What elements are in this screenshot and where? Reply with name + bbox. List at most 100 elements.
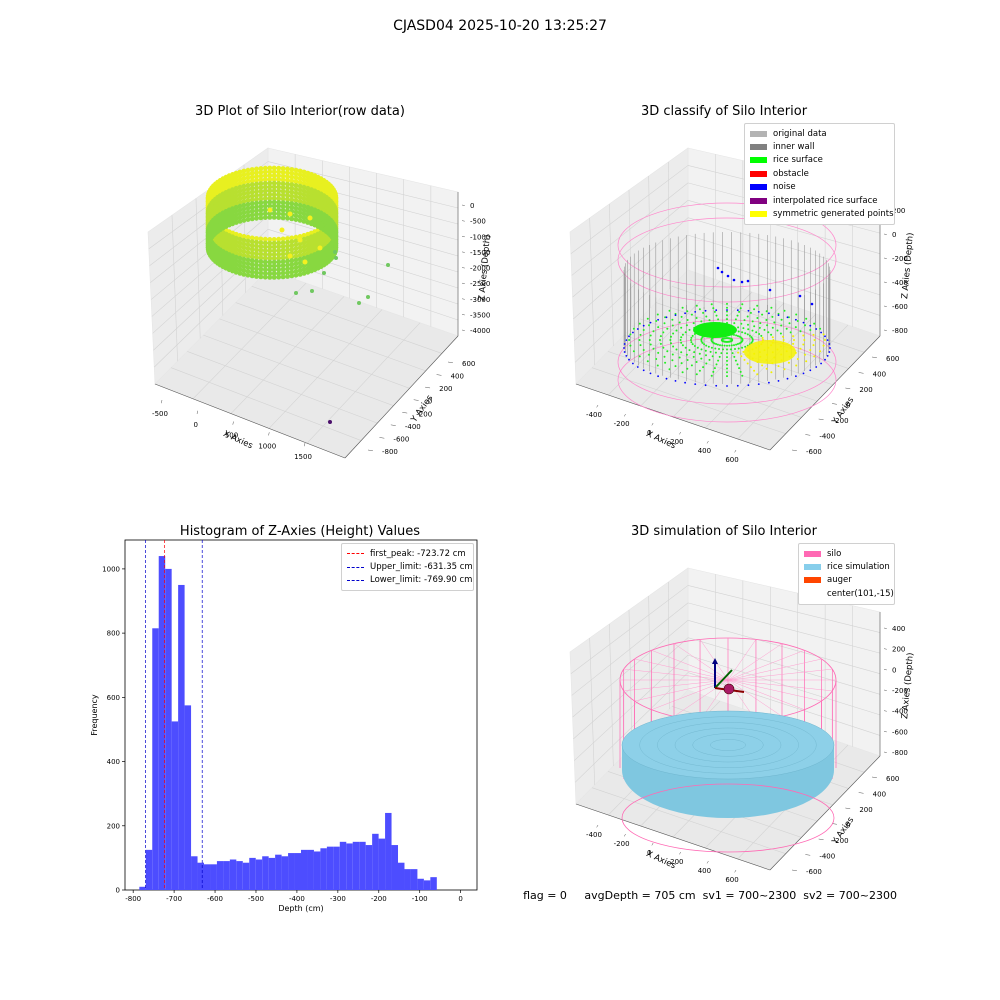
raw-point	[233, 197, 239, 203]
classify-rice-point	[655, 320, 658, 322]
raw-point	[245, 167, 251, 173]
histogram-bar	[346, 843, 353, 890]
simulation-y-tick	[818, 838, 824, 841]
classify-rice-point	[717, 318, 720, 321]
raw-point	[262, 240, 268, 246]
raw-point	[237, 233, 243, 238]
classify-rice-point	[751, 320, 754, 323]
classify-noise-point	[747, 384, 750, 387]
raw-point	[249, 205, 255, 210]
raw-point	[237, 203, 243, 209]
histogram-bar	[268, 857, 276, 890]
classify-x-tick-label: -200	[614, 420, 630, 428]
raw-point	[280, 207, 286, 213]
classify-rice-point	[787, 316, 790, 319]
raw-point	[237, 271, 243, 276]
raw-point	[280, 266, 286, 272]
raw-point	[289, 258, 295, 264]
histogram-bar	[216, 861, 224, 890]
raw-outlier-point	[328, 420, 332, 424]
raw-axis-line	[154, 383, 346, 459]
histogram-bar	[281, 856, 289, 890]
raw-x-tick	[268, 432, 270, 436]
raw-x-tick-label: 1500	[294, 453, 312, 461]
raw-point	[249, 243, 255, 248]
histogram-x-tick-label: 0	[458, 895, 462, 903]
classify-rice-point	[771, 315, 774, 318]
raw-point	[267, 211, 273, 217]
classify-rice-point	[756, 317, 759, 319]
classify-rice-point	[739, 370, 742, 373]
classify-rice-point	[723, 344, 726, 347]
simulation-z-arrowhead	[712, 658, 718, 664]
raw-point	[289, 265, 295, 271]
classify-rice-point	[695, 304, 698, 307]
simulation-x-tick	[706, 860, 709, 864]
raw-point	[297, 187, 303, 193]
raw-point	[301, 263, 307, 269]
raw-point	[276, 211, 282, 217]
classify-rice-point	[741, 346, 744, 349]
raw-point	[307, 215, 313, 221]
raw-point	[293, 183, 299, 188]
raw-point	[262, 267, 268, 272]
raw-point	[233, 243, 239, 249]
raw-point	[280, 244, 286, 249]
classify-rice-point	[805, 360, 808, 363]
raw-point	[254, 274, 259, 279]
classify-rice-point	[666, 350, 669, 353]
classify-rice-point	[668, 309, 671, 312]
raw-point	[285, 170, 290, 176]
raw-point	[276, 240, 282, 246]
raw-outlier-point	[310, 289, 314, 293]
classify-rice-point	[737, 330, 740, 333]
classify-rice-point	[789, 331, 792, 334]
raw-point	[301, 236, 307, 242]
raw-point	[249, 208, 255, 214]
raw-point	[271, 211, 277, 217]
classify-rice-point	[690, 313, 693, 316]
simulation-silo-spoke	[673, 643, 729, 681]
classify-y-tick-label: -400	[819, 433, 835, 441]
raw-outlier-point	[294, 291, 298, 295]
classify-rice-point	[740, 355, 743, 358]
classify-legend-swatch	[750, 211, 767, 218]
raw-point	[280, 173, 286, 179]
raw-point	[241, 187, 247, 193]
figure-title: CJASD04 2025-10-20 13:25:27	[393, 18, 607, 34]
raw-x-tick-label: 500	[225, 432, 238, 440]
raw-point	[254, 215, 259, 221]
classify-legend-label: obstacle	[773, 168, 809, 179]
raw-point	[276, 244, 282, 250]
raw-z-tick	[461, 236, 465, 238]
classify-rice-point	[705, 315, 708, 318]
raw-point	[297, 268, 303, 273]
raw-point	[237, 181, 243, 186]
flag-text: flag = 0	[523, 889, 567, 902]
classify-axes	[569, 147, 881, 451]
raw-point	[280, 270, 286, 276]
classify-rice-point	[713, 310, 716, 313]
simulation-z-tick-label: -400	[892, 708, 908, 716]
classify-rice-point	[710, 374, 713, 377]
raw-point	[230, 172, 236, 177]
raw-point	[241, 195, 247, 201]
raw-z-tick-label: -1000	[470, 233, 490, 241]
simulation-x-tick-label: 200	[670, 858, 683, 866]
raw-point	[297, 214, 303, 220]
raw-point	[271, 256, 277, 261]
simulation-y-tick	[858, 792, 864, 794]
histogram-bar	[301, 849, 308, 890]
classify-rice-point	[655, 358, 658, 360]
raw-point	[309, 234, 314, 240]
raw-point	[271, 252, 277, 257]
raw-point	[241, 253, 247, 258]
raw-y-tick-label: -600	[393, 435, 409, 443]
classify-y-tick	[791, 449, 797, 452]
raw-point	[262, 211, 268, 217]
simulation-auger-marker	[723, 683, 735, 695]
raw-point	[249, 193, 255, 199]
raw-point	[254, 174, 259, 179]
raw-point	[245, 186, 251, 192]
